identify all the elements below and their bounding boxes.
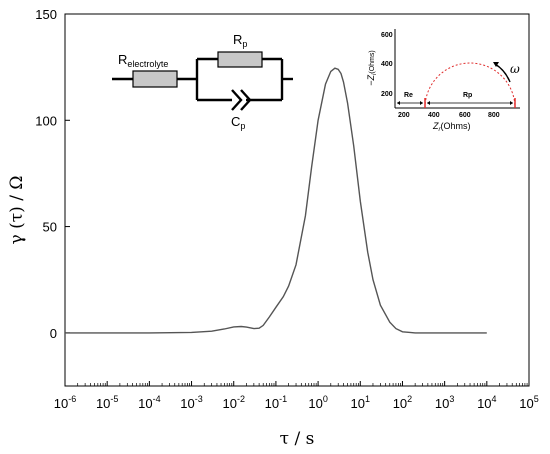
equivalent-circuit [112, 51, 293, 111]
x-tick-label: 102 [393, 394, 412, 411]
x-tick-label: 105 [519, 394, 538, 411]
label-r-electrolyte: Relectrolyte [118, 52, 168, 69]
inset-y-axis-label: −Zi(Ohms) [366, 50, 378, 85]
x-tick-label: 10-6 [54, 394, 76, 411]
inset-x-axis-label: Zr(Ohms) [432, 121, 471, 133]
label-r-p: Rp [233, 32, 247, 49]
resistor-electrolyte [132, 70, 178, 88]
omega-arrow [494, 63, 511, 83]
y-tick-label: 100 [35, 113, 57, 128]
x-ticks: 10-6 10-5 10-4 10-3 10-2 10-1 100 101 102 103 104 1… [54, 381, 539, 411]
x-tick-label: 101 [351, 394, 370, 411]
y-axis-label: γ (τ) / Ω [7, 176, 27, 245]
omega-arrow-head [493, 62, 499, 67]
y-ticks: 0 50 100 150 [35, 7, 70, 341]
x-tick-label: 10-1 [265, 394, 287, 411]
nyquist-inset: 600 400 200 200 400 600 800 −Zi(Ohms) Zr… [366, 29, 520, 133]
inset-x-tick-400: 400 [428, 112, 440, 119]
nyquist-arc [424, 62, 516, 109]
label-c-p: Cp [231, 114, 245, 131]
resistor-p [217, 51, 263, 68]
x-tick-label: 100 [308, 394, 327, 411]
re-arrow-heads [397, 101, 423, 105]
x-tick-label: 10-2 [222, 394, 244, 411]
inset-x-tick-600: 600 [459, 112, 471, 119]
inset-x-tick-800: 800 [488, 112, 500, 119]
inset-x-tick-200: 200 [398, 112, 410, 119]
plot-frame [64, 13, 530, 387]
omega-label: ω [510, 62, 520, 76]
inset-y-tick-600: 600 [381, 32, 393, 39]
rp-label: Rp [463, 92, 472, 99]
x-tick-label: 103 [435, 394, 454, 411]
x-tick-label: 104 [477, 394, 496, 411]
x-tick-label: 10-5 [96, 394, 118, 411]
inset-y-tick-200: 200 [381, 91, 393, 98]
inset-y-tick-400: 400 [381, 61, 393, 68]
y-tick-label: 0 [50, 326, 57, 341]
x-tick-label: 10-4 [138, 394, 160, 411]
x-axis-label: τ / s [280, 429, 315, 449]
re-label: Re [404, 92, 413, 99]
y-tick-label: 50 [43, 220, 57, 235]
series-line [65, 67, 487, 334]
y-tick-label: 150 [35, 7, 57, 22]
x-tick-label: 10-3 [180, 394, 202, 411]
